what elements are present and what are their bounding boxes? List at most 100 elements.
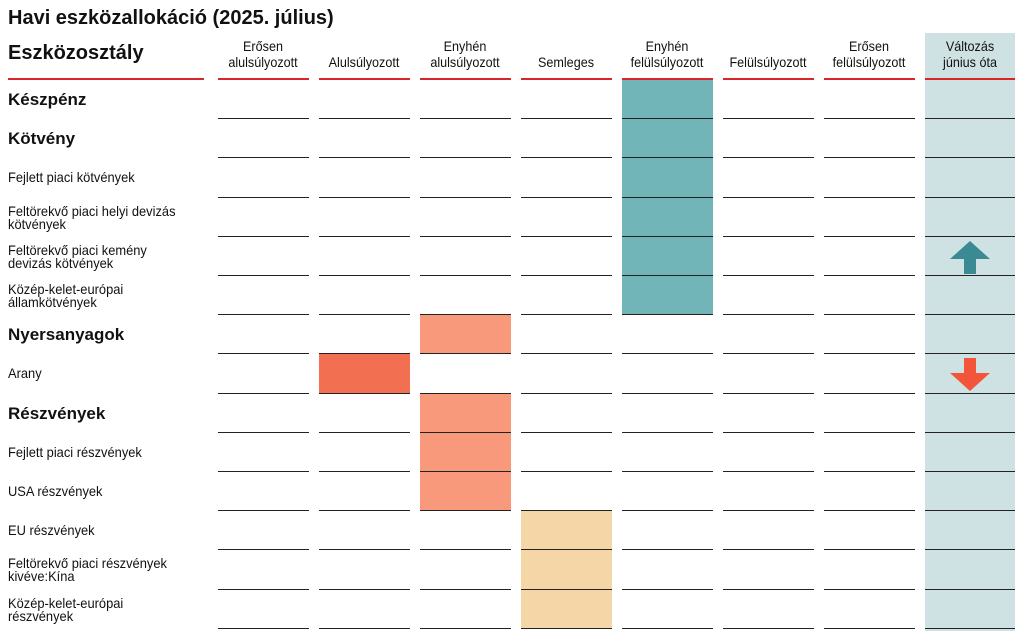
row-rule [319,627,410,629]
row-label-line2: részvények [8,607,74,624]
row-rule [723,235,814,237]
row-rule [420,392,511,394]
column-header-line2: felülsúlyozott [832,54,906,70]
row-rule [521,627,612,629]
row-rule [521,157,612,159]
column-header-line1: Erősen [243,38,283,54]
row-rule [925,588,1015,590]
column-header-rule [622,78,713,80]
column-header-line2: felülsúlyozott [630,54,704,70]
row-rule [622,118,713,120]
row-rule [319,471,410,472]
row-rule [723,627,814,629]
row-rule [521,235,612,237]
row-label-line1: Fejlett piaci részvények [8,443,142,460]
row-label: USA részvények [8,484,103,498]
position-bar [319,354,410,394]
row-rule [622,392,713,394]
row-rule [420,431,511,433]
row-rule [420,510,511,512]
column-header: Enyhén alulsúlyozott [421,38,509,70]
column-header-rule [218,78,309,80]
row-rule [925,118,1015,120]
row-rule [218,627,309,629]
row-label: Részvények [8,403,106,423]
column-header-line1: Enyhén [645,38,689,54]
row-rule [319,588,410,590]
column-header-rule [420,78,511,80]
column-header-line1 [522,38,610,54]
row-label-line1: Arany [8,365,42,382]
position-bar [622,236,713,276]
arrow-up-icon [950,240,990,275]
row-rule [420,353,511,355]
row-rule [218,196,309,198]
column-header: Felülsúlyozott [724,38,812,70]
change-header-rule [925,78,1015,80]
row-label-line1: Közép-kelet-európai [8,594,124,611]
column-header: Enyhén felülsúlyozott [623,38,711,70]
column-header-line2: Semleges [537,54,595,70]
row-label: Feltörekvő piaci helyi devizás kötvények [8,204,176,231]
row-rule [319,196,410,198]
change-header-line2: június óta [943,54,997,70]
row-rule [521,392,612,394]
row-label-line1: Részvények [8,403,106,423]
row-rule [218,588,309,590]
row-label: Nyersanyagok [8,326,124,344]
row-rule [723,353,814,355]
row-label: Arany [8,365,42,382]
row-rule [723,118,814,120]
position-bar [622,158,713,198]
column-header-line2: alulsúlyozott [228,54,298,70]
row-rule [319,118,410,120]
row-rule [925,549,1015,551]
row-rule [824,549,915,551]
row-rule [521,353,612,355]
column-header-line2: Alulsúlyozott [328,54,400,70]
row-rule [521,431,612,433]
row-label-line1: Kötvény [8,129,76,149]
row-rule [824,588,915,590]
position-bar [521,589,612,629]
row-rule [824,471,915,472]
row-rule [319,235,410,237]
column-header-line1 [724,38,812,54]
arrow-down-icon [950,358,990,392]
row-rule [824,157,915,159]
row-rule [420,314,511,316]
row-rule [319,353,410,355]
row-rule [420,549,511,551]
row-label-line1: Közép-kelet-európai [8,281,124,297]
row-rule [622,471,713,472]
row-rule [319,549,410,551]
row-label-line1: Feltörekvő piaci kemény [8,241,147,258]
position-bar [622,197,713,237]
column-header-line2: alulsúlyozott [430,54,500,70]
column-header-line1: Enyhén [443,38,487,54]
row-rule [824,392,915,394]
position-bar [622,80,713,120]
row-label: Készpénz [8,91,86,109]
position-bar [420,315,511,355]
row-rule [319,314,410,316]
change-header-line1: Változás [945,38,995,54]
row-label-line1: Fejlett piaci kötvények [8,169,135,186]
row-rule [319,431,410,433]
row-rule [218,353,309,355]
row-rule [723,314,814,316]
row-rule [824,431,915,433]
row-label-line2: kivéve:Kína [8,568,75,585]
row-rule [420,275,511,276]
row-rule [622,235,713,237]
row-rule [723,431,814,433]
row-rule [521,471,612,472]
row-rule [925,196,1015,198]
row-rule [824,353,915,355]
row-rule [824,510,915,512]
row-rule [622,588,713,590]
row-label: Fejlett piaci kötvények [8,169,135,186]
row-rule [622,431,713,433]
row-label: Feltörekvő piaci részvények kivéve:Kína [8,556,167,585]
position-bar [622,119,713,159]
